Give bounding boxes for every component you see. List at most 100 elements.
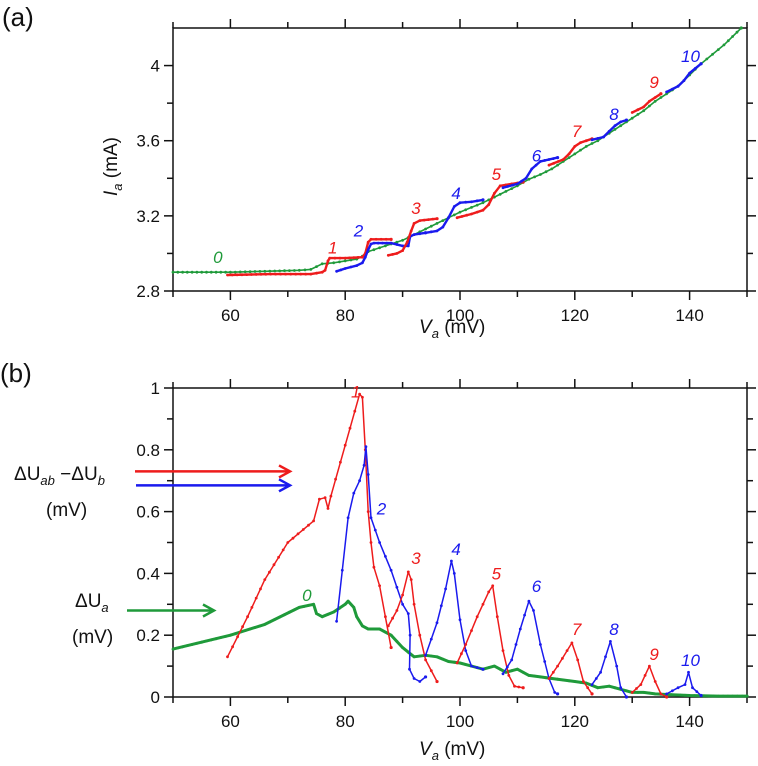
- data-point: [556, 664, 559, 668]
- data-point: [384, 244, 387, 248]
- data-point: [412, 233, 416, 237]
- data-point: [369, 516, 373, 520]
- data-point: [209, 638, 213, 642]
- data-point: [205, 639, 208, 643]
- y-tick-label: 2.8: [136, 282, 160, 301]
- data-point: [636, 691, 640, 694]
- data-point: [602, 135, 605, 139]
- data-point: [504, 190, 508, 193]
- data-point: [613, 686, 617, 690]
- data-point: [395, 252, 399, 255]
- data-point: [391, 253, 394, 256]
- data-point: [408, 633, 412, 637]
- data-point: [579, 141, 582, 145]
- data-point: [570, 641, 574, 645]
- data-point: [288, 610, 291, 614]
- data-point: [278, 269, 281, 273]
- data-point: [384, 237, 388, 241]
- curve-label-4: 4: [451, 184, 460, 203]
- data-point: [511, 183, 514, 187]
- data-point: [551, 670, 555, 674]
- data-point: [551, 157, 555, 161]
- data-point: [422, 218, 426, 222]
- data-point: [475, 199, 479, 203]
- data-point: [309, 268, 313, 271]
- data-point: [333, 256, 337, 260]
- data-point: [498, 192, 502, 196]
- data-point: [547, 677, 551, 680]
- data-point: [584, 139, 588, 143]
- data-point: [209, 270, 213, 274]
- data-point: [361, 261, 364, 265]
- y-tick-label: 3.2: [136, 207, 160, 226]
- data-point: [355, 264, 359, 267]
- data-point: [464, 200, 468, 204]
- data-point: [530, 167, 534, 171]
- series-line-3: [388, 217, 438, 257]
- x-tick-label: 140: [675, 306, 703, 325]
- data-point: [543, 660, 547, 663]
- data-point: [268, 570, 271, 574]
- data-point: [401, 593, 404, 597]
- data-point: [676, 84, 680, 88]
- data-point: [726, 694, 730, 698]
- data-point: [464, 663, 468, 666]
- data-point: [389, 645, 393, 650]
- data-point: [378, 627, 381, 631]
- data-point: [740, 694, 744, 698]
- data-point: [303, 268, 307, 272]
- data-point: [493, 664, 496, 668]
- x-tick-label: 80: [336, 712, 355, 731]
- data-point: [374, 237, 378, 241]
- data-point: [520, 179, 524, 183]
- data-point: [268, 620, 272, 624]
- data-point: [214, 637, 218, 641]
- data-point: [470, 212, 473, 216]
- curve-label-10: 10: [681, 651, 700, 670]
- data-point: [353, 409, 357, 413]
- data-point: [455, 661, 459, 665]
- data-point: [378, 246, 381, 250]
- delta-uab-unit-label: (mV): [46, 500, 87, 521]
- data-point: [329, 494, 333, 498]
- data-point: [452, 572, 456, 575]
- data-point: [268, 269, 272, 273]
- data-point: [682, 79, 686, 82]
- data-point: [379, 237, 383, 241]
- data-point: [366, 248, 370, 252]
- data-point: [683, 693, 687, 697]
- data-point: [731, 35, 734, 38]
- data-point: [470, 629, 473, 632]
- curve-label-6: 6: [532, 577, 542, 596]
- data-point: [372, 248, 376, 252]
- data-point: [356, 256, 360, 259]
- data-point: [447, 660, 450, 663]
- data-point: [205, 270, 208, 274]
- curve-label-4: 4: [451, 540, 460, 559]
- data-point: [230, 273, 234, 277]
- data-point: [259, 587, 262, 591]
- x-tick-label: 120: [561, 306, 589, 325]
- data-point: [418, 219, 422, 223]
- data-point: [294, 272, 298, 276]
- data-point: [455, 216, 459, 220]
- data-point: [277, 555, 280, 559]
- data-point: [642, 105, 646, 109]
- series-line-6: [502, 156, 558, 189]
- data-point: [246, 615, 250, 619]
- data-point: [722, 43, 726, 47]
- data-point: [219, 270, 223, 274]
- panel-a-ticks: [164, 19, 756, 300]
- data-point: [231, 645, 235, 649]
- data-point: [721, 694, 725, 698]
- data-point: [401, 244, 404, 248]
- data-point: [323, 496, 327, 500]
- data-point: [475, 666, 479, 669]
- data-point: [312, 519, 315, 523]
- data-point: [385, 241, 389, 245]
- data-point: [517, 685, 521, 689]
- data-point: [355, 615, 359, 619]
- data-point: [401, 238, 404, 242]
- data-point: [464, 649, 468, 652]
